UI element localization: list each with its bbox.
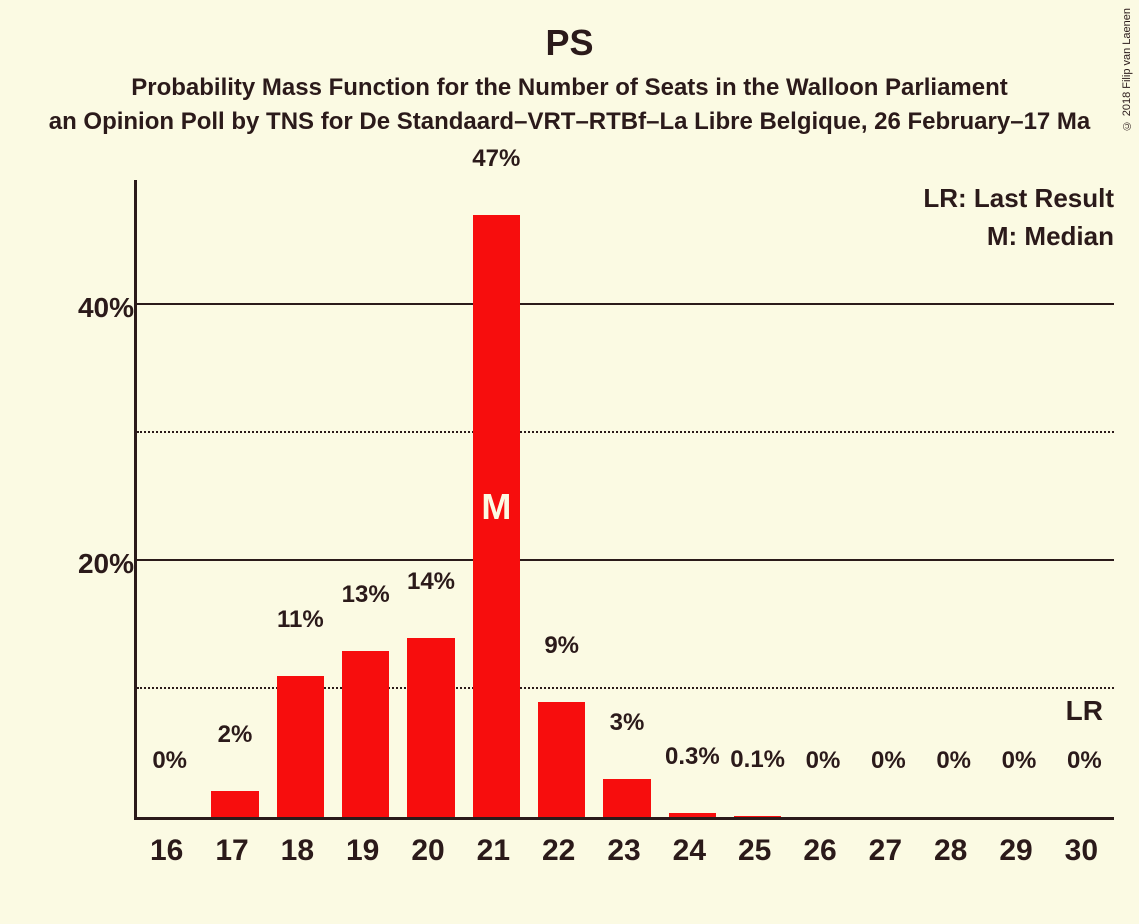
bar-value-label: 47% xyxy=(472,145,520,179)
bar-value-label: 13% xyxy=(342,581,390,615)
bar-value-label: 0% xyxy=(1002,747,1037,781)
chart-container: LR: Last Result M: Median 0%2%11%13%14%4… xyxy=(74,180,1124,880)
xtick-label: 30 xyxy=(1065,834,1098,868)
bar-value-label: 14% xyxy=(407,568,455,602)
bar-value-label: 11% xyxy=(277,606,324,640)
xtick-label: 25 xyxy=(738,834,771,868)
xtick-label: 20 xyxy=(411,834,444,868)
xtick-label: 27 xyxy=(869,834,902,868)
xtick-label: 21 xyxy=(477,834,510,868)
xtick-label: 19 xyxy=(346,834,379,868)
xtick-label: 17 xyxy=(215,834,248,868)
xtick-label: 29 xyxy=(999,834,1032,868)
chart-subtitle-1: Probability Mass Function for the Number… xyxy=(0,74,1139,102)
bar-value-label: 0.3% xyxy=(665,743,720,777)
bar xyxy=(669,813,716,817)
ytick-label: 20% xyxy=(78,548,134,580)
lr-marker: LR xyxy=(1066,695,1103,727)
xtick-label: 26 xyxy=(803,834,836,868)
bar-value-label: 2% xyxy=(218,721,253,755)
bar-value-label: 0% xyxy=(806,747,841,781)
xtick-label: 22 xyxy=(542,834,575,868)
xtick-label: 28 xyxy=(934,834,967,868)
bar-value-label: 3% xyxy=(610,709,645,743)
bar xyxy=(342,651,389,817)
bar-value-label: 0% xyxy=(871,747,906,781)
median-marker: M xyxy=(481,486,511,528)
bar xyxy=(603,779,650,817)
ytick-label: 40% xyxy=(78,292,134,324)
bar xyxy=(734,816,781,817)
bar xyxy=(277,676,324,817)
bar-value-label: 0% xyxy=(1067,747,1102,781)
bar xyxy=(407,638,454,817)
bars-group: 0%2%11%13%14%47%M9%3%0.3%0.1%0%0%0%0%0% xyxy=(137,180,1114,817)
xtick-label: 18 xyxy=(281,834,314,868)
chart-subtitle-2: an Opinion Poll by TNS for De Standaard–… xyxy=(0,108,1139,136)
plot-area: LR: Last Result M: Median 0%2%11%13%14%4… xyxy=(134,180,1114,820)
bar-value-label: 0.1% xyxy=(730,746,785,780)
copyright-label: © 2018 Filip van Laenen xyxy=(1121,8,1133,131)
xtick-label: 23 xyxy=(607,834,640,868)
bar xyxy=(211,791,258,817)
bar-value-label: 0% xyxy=(936,747,971,781)
xtick-label: 16 xyxy=(150,834,183,868)
xtick-label: 24 xyxy=(673,834,706,868)
chart-title: PS xyxy=(0,0,1139,64)
bar-value-label: 0% xyxy=(152,747,187,781)
bar-value-label: 9% xyxy=(544,632,579,666)
bar xyxy=(538,702,585,817)
